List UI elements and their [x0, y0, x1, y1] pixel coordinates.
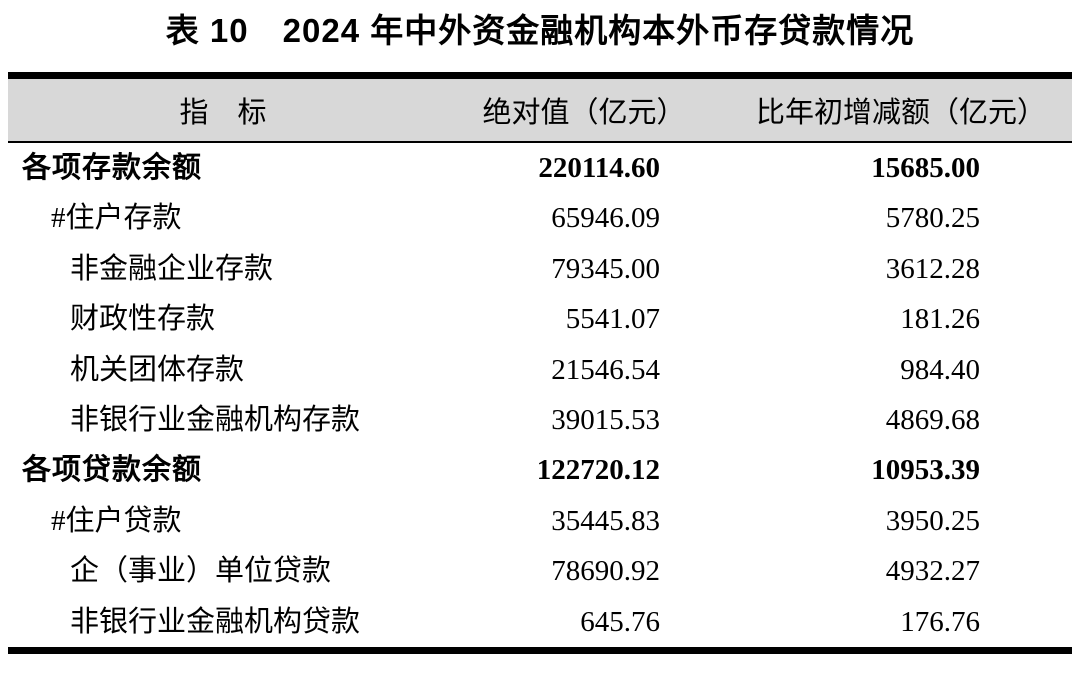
table-row: 非金融企业存款 79345.00 3612.28 — [8, 244, 1072, 294]
change-value-cell: 4932.27 — [885, 555, 980, 588]
deposit-loan-table: 指 标 绝对值（亿元） 比年初增减额（亿元） 各项存款余额 220114.60 … — [8, 72, 1072, 654]
indicator-cell: 财政性存款 — [70, 303, 216, 336]
indicator-cell: 企（事业）单位贷款 — [70, 555, 332, 588]
absolute-value-cell: 65946.09 — [551, 202, 660, 235]
table-body: 各项存款余额 220114.60 15685.00 #住户存款 65946.09… — [8, 143, 1072, 647]
indicator-cell: 非金融企业存款 — [70, 252, 274, 285]
absolute-value-cell: 35445.83 — [551, 504, 660, 537]
table-row: 非银行业金融机构存款 39015.53 4869.68 — [8, 395, 1072, 445]
table-row: 各项存款余额 220114.60 15685.00 — [8, 143, 1072, 193]
change-value-cell: 3950.25 — [885, 504, 980, 537]
absolute-value-cell: 122720.12 — [536, 454, 660, 487]
table-row: #住户存款 65946.09 5780.25 — [8, 193, 1072, 243]
change-value-cell: 5780.25 — [885, 202, 980, 235]
absolute-value-cell: 21546.54 — [551, 353, 660, 386]
indicator-cell: #住户存款 — [51, 202, 182, 235]
table-header-row: 指 标 绝对值（亿元） 比年初增减额（亿元） — [8, 79, 1072, 143]
indicator-cell: 非银行业金融机构存款 — [70, 403, 361, 436]
change-value-cell: 984.40 — [900, 353, 980, 386]
change-value-cell: 10953.39 — [871, 454, 980, 487]
absolute-value-cell: 5541.07 — [565, 303, 660, 336]
change-value-cell: 15685.00 — [871, 152, 980, 184]
table-row: 机关团体存款 21546.54 984.40 — [8, 345, 1072, 395]
header-indicator: 指 标 — [179, 97, 267, 129]
indicator-cell: 各项存款余额 — [22, 152, 203, 184]
change-value-cell: 4869.68 — [885, 403, 980, 436]
change-value-cell: 3612.28 — [885, 252, 980, 285]
table-row: 企（事业）单位贷款 78690.92 4932.27 — [8, 546, 1072, 596]
indicator-cell: 机关团体存款 — [70, 353, 245, 386]
indicator-cell: #住户贷款 — [51, 504, 182, 537]
absolute-value-cell: 220114.60 — [538, 152, 660, 184]
table-row: 财政性存款 5541.07 181.26 — [8, 294, 1072, 344]
indicator-cell: 各项贷款余额 — [22, 454, 203, 487]
absolute-value-cell: 79345.00 — [551, 252, 660, 285]
table-row: 非银行业金融机构贷款 645.76 176.76 — [8, 597, 1072, 647]
absolute-value-cell: 645.76 — [580, 605, 660, 638]
header-absolute-value: 绝对值（亿元） — [482, 97, 686, 129]
table-title: 表 10 2024 年中外资金融机构本外币存贷款情况 — [165, 12, 915, 49]
table-row: 各项贷款余额 122720.12 10953.39 — [8, 445, 1072, 495]
header-change-since-year-start: 比年初增减额（亿元） — [755, 97, 1046, 129]
indicator-cell: 非银行业金融机构贷款 — [70, 605, 361, 638]
change-value-cell: 176.76 — [900, 605, 980, 638]
absolute-value-cell: 78690.92 — [551, 555, 660, 588]
change-value-cell: 181.26 — [900, 303, 980, 336]
absolute-value-cell: 39015.53 — [551, 403, 660, 436]
table-row: #住户贷款 35445.83 3950.25 — [8, 496, 1072, 546]
